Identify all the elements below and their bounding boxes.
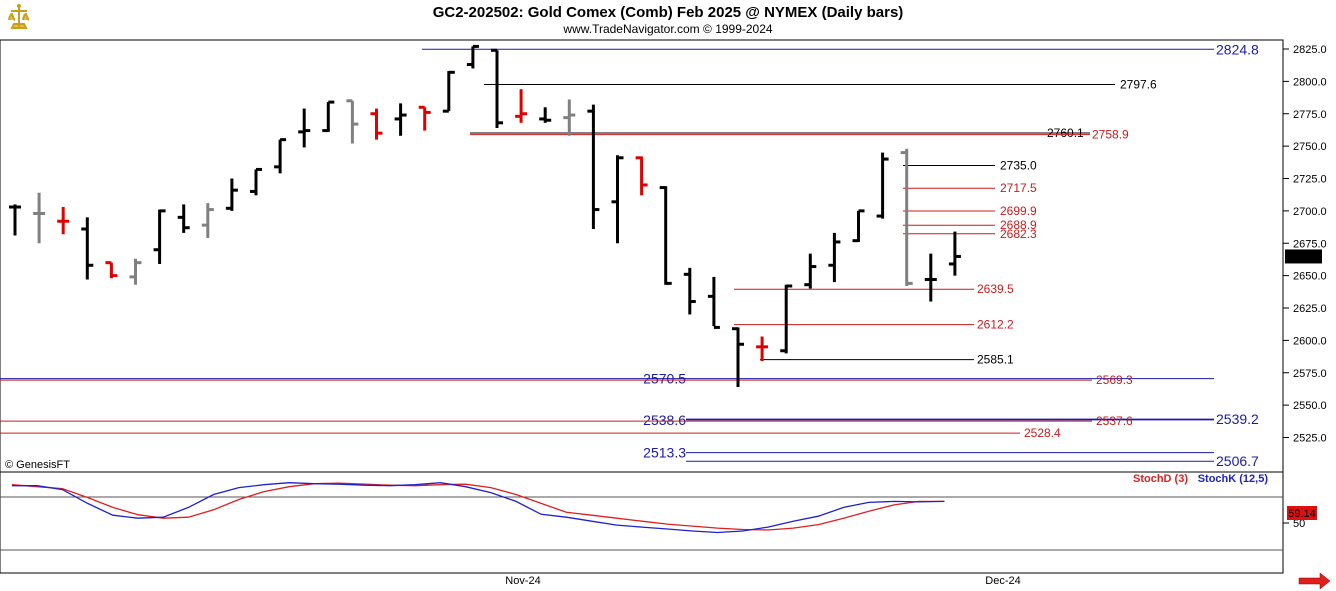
ohlc-bar xyxy=(105,261,118,279)
ohlc-bar xyxy=(683,267,696,315)
stoch-line-StochD xyxy=(11,482,945,531)
date-label-dec: Dec-24 xyxy=(985,575,1020,587)
date-axis: Nov-24 Dec-24 xyxy=(505,575,1020,587)
level-label-2688.9: 2688.9 xyxy=(1000,218,1037,232)
ohlc-bar xyxy=(201,203,214,239)
ohlc-bar xyxy=(852,209,865,243)
ohlc-bar xyxy=(876,152,889,219)
ohlc-bar xyxy=(370,108,383,140)
ohlc-bar xyxy=(129,258,142,285)
ohlc-bar xyxy=(322,100,335,133)
price-axis-label: 2625.0 xyxy=(1293,303,1327,315)
ohlc-bar xyxy=(466,44,479,69)
price-axis-label: 2725.0 xyxy=(1293,174,1327,186)
level-label-2612.2: 2612.2 xyxy=(977,318,1014,332)
stoch-line-StochK xyxy=(12,482,945,534)
level-label-2570.5: 2570.5 xyxy=(643,371,686,387)
price-axis-label: 2700.0 xyxy=(1293,206,1327,218)
level-label-2760.1: 2760.1 xyxy=(1047,126,1084,140)
ohlc-bar xyxy=(948,231,961,276)
level-label-2585.1: 2585.1 xyxy=(977,353,1014,367)
trade-navigator-logo-icon xyxy=(4,4,34,32)
ohlc-bar xyxy=(274,138,287,174)
ohlc-bar xyxy=(756,336,769,362)
price-axis-label: 2775.0 xyxy=(1293,109,1327,121)
level-label-2528.4: 2528.4 xyxy=(1024,426,1061,440)
ohlc-bar xyxy=(732,327,744,387)
chart-subtitle: www.TradeNavigator.com © 1999-2024 xyxy=(562,22,772,36)
ohlc-bar xyxy=(225,178,238,211)
price-axis-label: 2650.0 xyxy=(1293,271,1327,283)
price-axis-label: 2575.0 xyxy=(1293,368,1327,380)
stoch-d-legend: StochD (3) xyxy=(1133,473,1188,485)
level-label-2537.6: 2537.6 xyxy=(1096,414,1133,428)
ohlc-bar xyxy=(153,209,166,264)
stoch-k-legend: StochK (12,5) xyxy=(1198,473,1269,485)
last-price-label: 2664.8 xyxy=(1286,251,1320,263)
ohlc-bar xyxy=(346,99,359,144)
level-label-2538.6: 2538.6 xyxy=(643,412,686,428)
ohlc-bar xyxy=(780,284,793,354)
header: GC2-202502: Gold Comex (Comb) Feb 2025 @… xyxy=(4,4,903,36)
ohlc-bar xyxy=(57,206,70,235)
ohlc-bar xyxy=(9,204,21,236)
ohlc-bar xyxy=(563,99,576,136)
price-axis-label: 2525.0 xyxy=(1293,433,1327,445)
price-panel: 2824.8 2797.6 2760.1 2758.9 2735.0 2717.5 2699… xyxy=(0,39,1327,473)
level-label-2797.6: 2797.6 xyxy=(1120,77,1157,91)
ohlc-bar xyxy=(491,48,503,128)
stoch-last-value: 59.14 xyxy=(1288,508,1316,520)
ohlc-bar xyxy=(177,204,190,233)
price-axis-label: 2600.0 xyxy=(1293,335,1327,347)
ohlc-bar xyxy=(515,89,528,123)
ohlc-bar xyxy=(635,156,648,196)
price-axis-label: 2825.0 xyxy=(1293,44,1327,56)
date-label-nov: Nov-24 xyxy=(505,575,540,587)
level-label-2639.5: 2639.5 xyxy=(977,282,1014,296)
stoch-last-value-box xyxy=(1287,506,1317,520)
ohlc-bar xyxy=(539,107,552,123)
level-label-2735.0: 2735.0 xyxy=(1000,159,1037,173)
ohlc-bar xyxy=(33,192,46,244)
ohlc-bar xyxy=(804,253,817,289)
stoch-axis-label: 50 xyxy=(1293,518,1305,530)
ohlc-bar xyxy=(587,104,600,230)
price-panel-frame xyxy=(0,39,1284,473)
level-label-2824.8: 2824.8 xyxy=(1216,41,1259,57)
price-axis-label: 2675.0 xyxy=(1293,238,1327,250)
watermark: © GenesisFT xyxy=(5,459,70,471)
level-label-2569.3: 2569.3 xyxy=(1096,373,1133,387)
ohlc-bar xyxy=(298,108,311,148)
ohlc-bar xyxy=(250,167,262,196)
last-price-box xyxy=(1285,249,1322,264)
level-label-2539.2: 2539.2 xyxy=(1216,411,1259,427)
ohlc-bar xyxy=(828,232,841,283)
level-label-2717.5: 2717.5 xyxy=(1000,181,1037,195)
ohlc-bar xyxy=(924,253,937,302)
level-label-2682.3: 2682.3 xyxy=(1000,227,1037,241)
ohlc-bar xyxy=(707,276,720,329)
arrow-right-icon[interactable] xyxy=(1298,572,1331,590)
ohlc-bar xyxy=(394,103,407,136)
price-axis-label: 2800.0 xyxy=(1293,76,1327,88)
ohlc-bar xyxy=(900,148,913,286)
price-axis-label: 2750.0 xyxy=(1293,141,1327,153)
price-axis-label: 2550.0 xyxy=(1293,400,1327,412)
level-label-2758.9: 2758.9 xyxy=(1092,128,1129,142)
ohlc-bar xyxy=(611,155,624,244)
ohlc-bar xyxy=(442,70,455,113)
level-label-2506.7: 2506.7 xyxy=(1216,453,1259,469)
stoch-panel-frame xyxy=(0,471,1284,574)
ohlc-bar xyxy=(81,217,94,280)
level-label-2699.9: 2699.9 xyxy=(1000,204,1037,218)
chart-title: GC2-202502: Gold Comex (Comb) Feb 2025 @… xyxy=(433,4,904,21)
ohlc-bar xyxy=(659,186,672,285)
level-label-2513.3: 2513.3 xyxy=(643,445,686,461)
ohlc-bar xyxy=(418,105,431,131)
